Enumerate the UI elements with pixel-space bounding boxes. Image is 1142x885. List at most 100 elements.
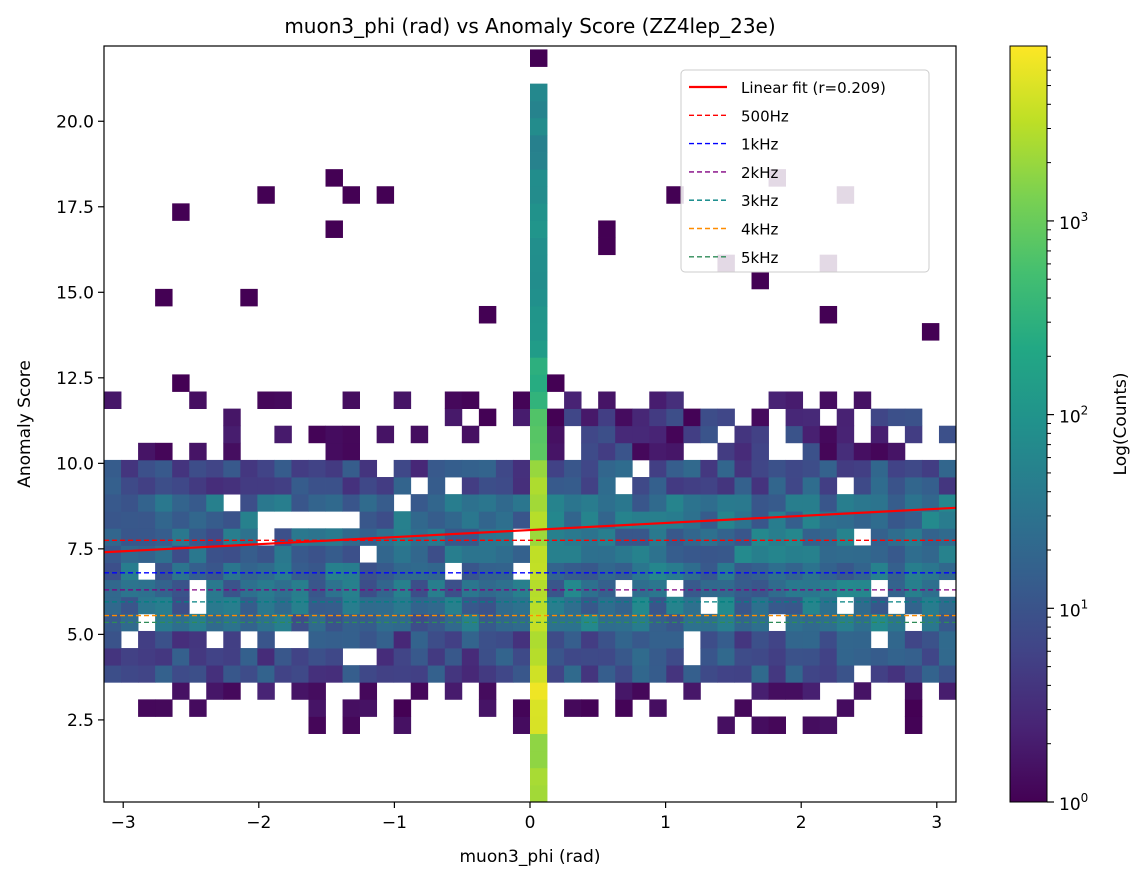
heatmap-cell (530, 648, 548, 666)
heatmap-cell (802, 630, 821, 649)
heatmap-cell (172, 665, 190, 683)
heatmap-cell (734, 648, 752, 666)
colorbar-label: Log(Counts) (1111, 373, 1131, 476)
heatmap-cell (342, 494, 360, 512)
heatmap-cell (206, 648, 224, 666)
heatmap-cell (938, 648, 956, 666)
heatmap-cell (121, 562, 139, 581)
heatmap-cell (342, 186, 360, 204)
heatmap-cell (615, 648, 633, 666)
heatmap-cell (802, 682, 821, 700)
heatmap-cell (547, 630, 565, 649)
heatmap-cell (512, 630, 531, 649)
heatmap-cell (530, 83, 548, 102)
x-axis-ticks: −3 −2 −1 0 1 2 3 (111, 802, 942, 833)
heatmap-cell (410, 545, 429, 563)
heatmap-cell (530, 100, 548, 119)
heatmap-cell (206, 511, 224, 529)
heatmap-cell (155, 528, 173, 546)
heatmap-cell (581, 442, 599, 461)
heatmap-cell (512, 459, 531, 478)
heatmap-cell (308, 579, 326, 598)
heatmap-cell (342, 665, 360, 683)
heatmap-cell (717, 562, 735, 581)
heatmap-cell (530, 254, 548, 273)
heatmap-cell (632, 425, 650, 444)
heatmap-cell (189, 630, 207, 649)
heatmap-cell (223, 511, 241, 529)
heatmap-cell (547, 596, 565, 615)
heatmap-cell (836, 699, 855, 717)
legend-label: 4kHz (741, 221, 779, 239)
heatmap-cell (495, 665, 514, 683)
heatmap-cell (598, 425, 616, 444)
heatmap-cell (921, 579, 940, 598)
heatmap-cell (223, 528, 241, 546)
heatmap-cell (921, 477, 940, 495)
heatmap-cell (683, 665, 701, 683)
heatmap-cell (581, 699, 599, 717)
heatmap-cell (257, 648, 275, 666)
heatmap-cell (240, 528, 258, 546)
heatmap-cell (461, 391, 480, 409)
heatmap-cell (632, 648, 650, 666)
heatmap-cell (461, 477, 480, 495)
heatmap-cell (512, 596, 531, 615)
heatmap-cell (393, 579, 412, 598)
heatmap-cell (325, 169, 343, 187)
heatmap-cell (921, 630, 940, 649)
heatmap-cell (751, 562, 769, 581)
heatmap-cell (444, 408, 463, 427)
heatmap-cell (581, 613, 599, 632)
heatmap-cell (904, 562, 923, 581)
heatmap-cell (598, 511, 616, 529)
heatmap-cell (172, 579, 190, 598)
x-tick-label: 3 (931, 813, 942, 833)
heatmap-cell (700, 648, 718, 666)
heatmap-cell (325, 459, 343, 478)
heatmap-cell (853, 682, 872, 700)
heatmap-cell (598, 665, 616, 683)
heatmap-cell (393, 459, 412, 478)
heatmap-cell (819, 494, 838, 512)
heatmap-cell (632, 528, 650, 546)
heatmap-cell (308, 494, 326, 512)
colorbar-tick-label: 103 (1059, 210, 1088, 234)
heatmap-cell (700, 562, 718, 581)
heatmap-cell (649, 494, 667, 512)
heatmap-cell (717, 665, 735, 683)
heatmap-cell (512, 579, 531, 598)
heatmap-cell (666, 562, 684, 581)
heatmap-cell (819, 528, 838, 546)
heatmap-cell (598, 562, 616, 581)
heatmap-cell (257, 630, 275, 649)
heatmap-cell (461, 425, 480, 444)
heatmap-cell (717, 545, 735, 563)
heatmap-cell (768, 579, 786, 598)
heatmap-cell (717, 408, 735, 427)
heatmap-cell (257, 562, 275, 581)
heatmap-cell (172, 630, 190, 649)
heatmap-cell (751, 528, 769, 546)
heatmap-cell (717, 477, 735, 495)
heatmap-cell (393, 511, 412, 529)
heatmap-cell (649, 391, 667, 409)
heatmap-cell (819, 545, 838, 563)
heatmap-cell (802, 648, 821, 666)
heatmap-cell (104, 511, 122, 529)
heatmap-cell (802, 545, 821, 563)
heatmap-cell (853, 562, 872, 581)
heatmap-cell (615, 665, 633, 683)
heatmap-cell (240, 511, 258, 529)
heatmap-cell (104, 545, 122, 563)
heatmap-cell (921, 562, 940, 581)
heatmap-cell (836, 459, 855, 478)
heatmap-cell (547, 648, 565, 666)
heatmap-cell (410, 511, 429, 529)
heatmap-cell (615, 408, 633, 427)
heatmap-cell (530, 494, 548, 512)
heatmap-cell (478, 682, 497, 700)
heatmap-cell (819, 665, 838, 683)
heatmap-cell (530, 305, 548, 324)
heatmap-cell (257, 579, 275, 598)
